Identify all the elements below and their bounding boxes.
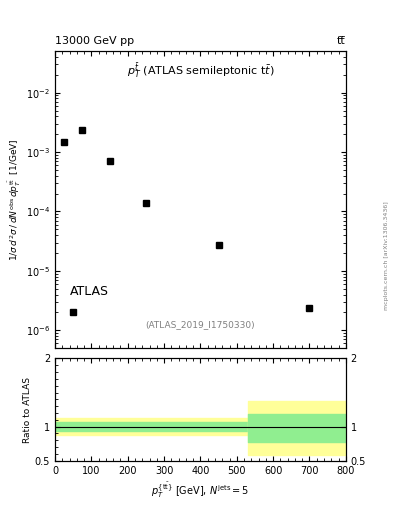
Text: 13000 GeV pp: 13000 GeV pp bbox=[55, 35, 134, 46]
X-axis label: $p^{\rm \{t\bar{t}\}}_T$ [GeV], $N^{\rm jets}=5$: $p^{\rm \{t\bar{t}\}}_T$ [GeV], $N^{\rm … bbox=[151, 481, 250, 500]
Y-axis label: $1/\sigma\,d^2\sigma\,/\,dN^{\rm obs}\,dp^{{\rm t\bar{t}}}_T$  [1/GeV]: $1/\sigma\,d^2\sigma\,/\,dN^{\rm obs}\,d… bbox=[7, 138, 23, 261]
Text: tt̅: tt̅ bbox=[337, 35, 346, 46]
Y-axis label: Ratio to ATLAS: Ratio to ATLAS bbox=[23, 377, 32, 442]
Text: ATLAS: ATLAS bbox=[70, 285, 108, 297]
Text: (ATLAS_2019_I1750330): (ATLAS_2019_I1750330) bbox=[146, 321, 255, 329]
Text: $p_T^{\bar{t}}$ (ATLAS semileptonic t$\bar{t}$): $p_T^{\bar{t}}$ (ATLAS semileptonic t$\b… bbox=[127, 61, 274, 80]
Text: mcplots.cern.ch [arXiv:1306.3436]: mcplots.cern.ch [arXiv:1306.3436] bbox=[384, 202, 389, 310]
